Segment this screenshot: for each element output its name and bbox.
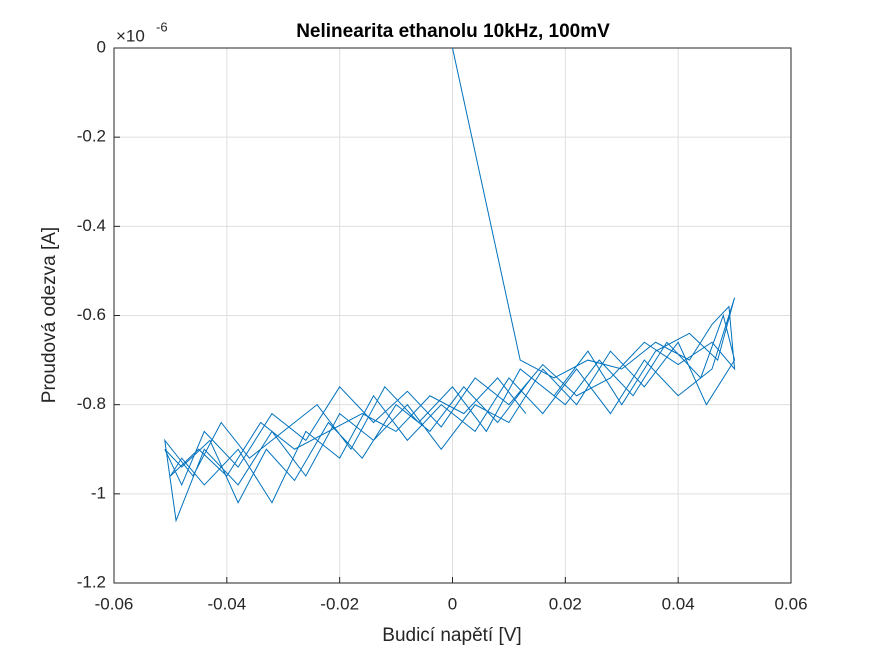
x-tick-label: 0 (448, 594, 457, 613)
x-tick-label: -0.02 (320, 594, 359, 613)
data-line (164, 47, 736, 523)
y-tick-label: -1 (91, 483, 106, 502)
y-multiplier-exponent: -6 (156, 19, 168, 34)
y-tick-label: 0 (97, 37, 106, 56)
x-tick-label: -0.04 (207, 594, 246, 613)
y-tick-label: -1.2 (77, 572, 106, 591)
x-tick-label: 0.04 (662, 594, 695, 613)
x-tick-label: 0.06 (774, 594, 807, 613)
y-multiplier-base: ×10 (116, 26, 145, 45)
x-tick-label: -0.06 (95, 594, 134, 613)
y-tick-label: -0.6 (77, 305, 106, 324)
chart-title: Nelinearita ethanolu 10kHz, 100mV (296, 21, 610, 42)
y-tick-label: -0.2 (77, 127, 106, 146)
y-tick-label: -0.8 (77, 394, 106, 413)
x-axis-label: Budicí napětí [V] (382, 625, 521, 646)
y-tick-label: -0.4 (77, 216, 106, 235)
x-tick-label: 0.02 (549, 594, 582, 613)
y-axis-label: Proudová odezva [A] (39, 227, 60, 403)
